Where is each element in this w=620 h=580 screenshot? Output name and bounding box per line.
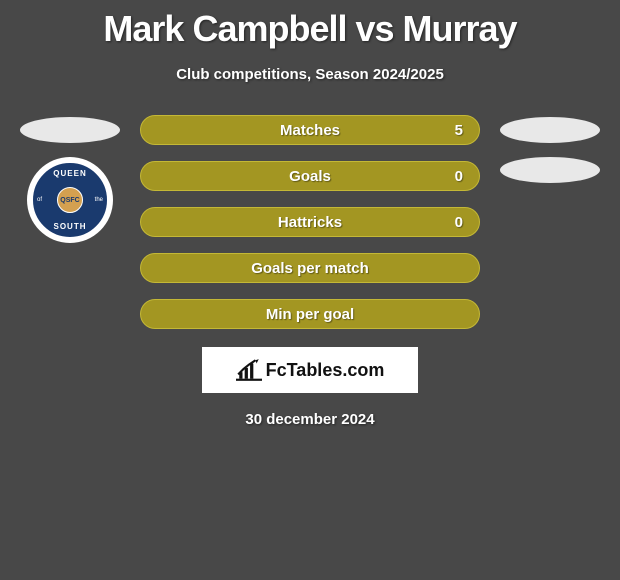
stat-label: Matches	[280, 122, 340, 139]
stat-value-right: 0	[455, 168, 463, 185]
stats-column: Matches 5 Goals 0 Hattricks 0 Goals per …	[140, 115, 480, 329]
club-center-emblem: QSFC	[57, 187, 83, 213]
club-text-right: the	[95, 197, 103, 203]
date-text: 30 december 2024	[0, 411, 620, 428]
stat-label: Goals per match	[251, 260, 369, 277]
subtitle: Club competitions, Season 2024/2025	[0, 66, 620, 83]
stat-row-hattricks: Hattricks 0	[140, 207, 480, 237]
brand-text: FcTables.com	[266, 360, 385, 381]
stat-row-gpm: Goals per match	[140, 253, 480, 283]
player-left-avatar	[20, 117, 120, 143]
club-text-top: QUEEN	[53, 169, 86, 178]
brand-logo[interactable]: FcTables.com	[202, 347, 418, 393]
club-text-left: of	[37, 197, 42, 203]
stat-value-right: 0	[455, 214, 463, 231]
page-title: Mark Campbell vs Murray	[0, 8, 620, 50]
stat-value-right: 5	[455, 122, 463, 139]
club-text-bot: SOUTH	[54, 222, 87, 231]
player-right-avatar	[500, 117, 600, 143]
stat-label: Min per goal	[266, 306, 354, 323]
comparison-layout: QUEEN of QSFC the SOUTH Matches 5 Goals …	[0, 115, 620, 329]
chart-icon	[236, 359, 262, 381]
player-right-col	[500, 115, 600, 183]
stat-label: Goals	[289, 168, 331, 185]
club-logo-left: QUEEN of QSFC the SOUTH	[27, 157, 113, 243]
player-left-col: QUEEN of QSFC the SOUTH	[20, 115, 120, 243]
stat-label: Hattricks	[278, 214, 342, 231]
stat-row-mpg: Min per goal	[140, 299, 480, 329]
club-placeholder-right	[500, 157, 600, 183]
stat-row-matches: Matches 5	[140, 115, 480, 145]
stat-row-goals: Goals 0	[140, 161, 480, 191]
